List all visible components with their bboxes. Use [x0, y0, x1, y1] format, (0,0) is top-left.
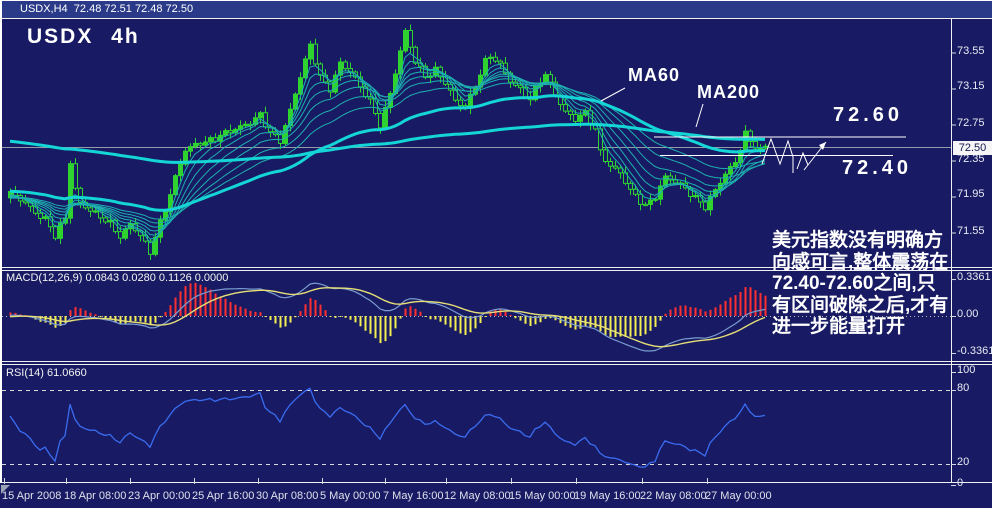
- time-axis-label: 27 May 00:00: [705, 490, 772, 502]
- axis-ticks: [4, 52, 956, 486]
- price-axis-label: 73.55: [957, 45, 985, 57]
- analysis-note[interactable]: 美元指数没有明确方 向感可言,整体震荡在 72.40-72.60之间,只 有区间…: [772, 230, 992, 338]
- time-axis-label: 15 Apr 2008: [2, 490, 62, 502]
- ma200-annotation-label[interactable]: MA200: [697, 82, 761, 102]
- lower-level-price-label[interactable]: 72.40: [842, 157, 913, 179]
- time-axis-label: 30 Apr 08:00: [256, 490, 319, 502]
- current-price-badge: 72.50: [953, 141, 992, 155]
- rsi-axis-label: 20: [957, 456, 970, 468]
- price-axis-label: 72.75: [957, 117, 985, 129]
- time-axis-label: 23 Apr 00:00: [128, 490, 191, 502]
- price-axis-label: 73.15: [957, 80, 985, 92]
- moving-averages: [9, 94, 766, 212]
- rsi-axis-label: 100: [957, 364, 976, 376]
- time-axis-label: 19 May 16:00: [574, 490, 641, 502]
- left-border: [0, 1, 2, 483]
- window-titlebar: USDX,H4 72.48 72.51 72.48 72.50: [0, 1, 992, 18]
- time-axis-label: 12 May 08:00: [444, 490, 511, 502]
- panel-borders: [0, 18, 992, 494]
- upper-level-price-label[interactable]: 72.60: [833, 104, 904, 126]
- symbol-watermark: USDX 4h: [27, 25, 140, 48]
- macd-axis-label: -0.3361: [957, 345, 992, 357]
- ma60-annotation-label[interactable]: MA60: [628, 65, 681, 85]
- time-axis-label: 22 May 08:00: [640, 490, 707, 502]
- time-axis-label: 15 May 00:00: [509, 490, 576, 502]
- analysis-note-line: 有区间破除之后,才有: [772, 294, 949, 316]
- analysis-note-line: 向感可言,整体震荡在: [772, 251, 949, 273]
- analysis-note-line: 进一步能量打开: [772, 316, 906, 337]
- analysis-note-line: 美元指数没有明确方: [772, 230, 944, 251]
- price-axis-label: 71.55: [957, 225, 985, 237]
- time-axis-label: 5 May 00:00: [320, 490, 381, 502]
- time-axis-label: 18 Apr 08:00: [64, 490, 127, 502]
- macd-axis-label: 0.3361: [957, 271, 991, 283]
- rsi-axis-label: 80: [957, 382, 970, 394]
- rsi-panel: [2, 387, 951, 468]
- titlebar-text: USDX,H4 72.48 72.51 72.48 72.50: [20, 3, 194, 15]
- price-axis-label: 71.95: [957, 188, 985, 200]
- time-axis-label: 25 Apr 16:00: [192, 490, 255, 502]
- rsi-indicator-label: RSI(14) 61.0660: [6, 367, 87, 379]
- macd-axis-label: 0.00: [957, 308, 979, 320]
- ema-ribbon: [9, 52, 766, 244]
- rsi-axis-label: 0: [957, 477, 964, 489]
- macd-indicator-label: MACD(12,26,9) 0.0843 0.0280 0.1126 0.000…: [6, 272, 229, 284]
- time-axis-label: 7 May 16:00: [383, 490, 444, 502]
- analysis-note-line: 72.40-72.60之间,只: [772, 273, 936, 294]
- price-axis-label: 72.35: [957, 153, 985, 165]
- macd-panel: [2, 282, 951, 352]
- drawn-annotations: [600, 87, 906, 173]
